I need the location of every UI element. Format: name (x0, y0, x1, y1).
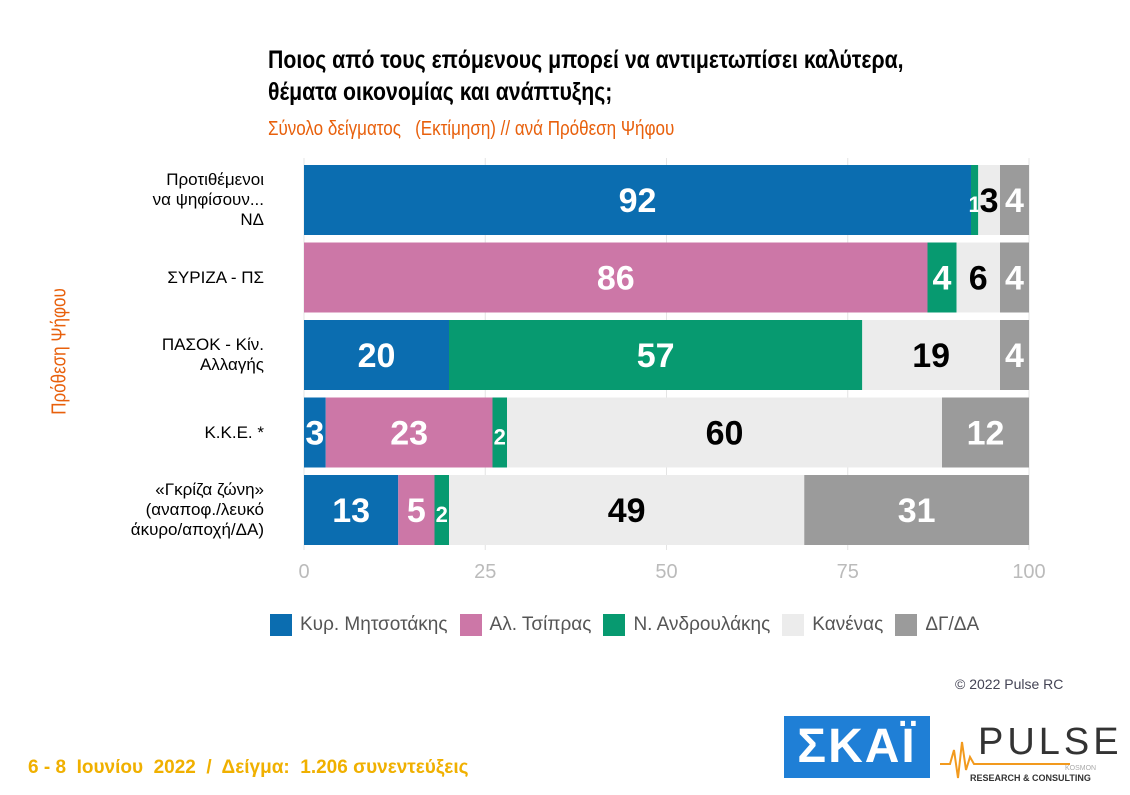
bar-segment (304, 475, 399, 545)
data-label: 6 (969, 260, 988, 298)
bar-segment (971, 165, 979, 235)
x-tick-label: 25 (474, 561, 497, 583)
bar-segment (1000, 320, 1029, 390)
bar-segment (804, 475, 1029, 545)
legend-item: ΔΓ/ΔΑ (895, 614, 979, 636)
x-tick-label: 50 (655, 561, 678, 583)
bar-segment (304, 397, 326, 468)
legend-swatch (782, 614, 805, 636)
skai-logo: ΣΚΑΪ (784, 716, 930, 778)
data-label: 92 (619, 182, 657, 220)
bar-segment (1000, 165, 1029, 235)
copyright: © 2022 Pulse RC (955, 676, 1064, 692)
data-label: 3 (305, 415, 324, 453)
bar-segment (398, 475, 435, 545)
chart-title: Ποιος από τους επόμενους μπορεί να αντιμ… (268, 46, 904, 106)
x-tick-label: 75 (836, 561, 859, 583)
legend-swatch (270, 614, 292, 636)
data-label: 19 (912, 337, 950, 375)
bar-segment (927, 242, 957, 313)
bar-segment (304, 320, 449, 390)
bar-segment (862, 320, 1000, 390)
data-label: 5 (407, 492, 426, 530)
legend-swatch (459, 614, 482, 636)
bar-segment (978, 165, 1000, 235)
legend-label: Ν. Ανδρουλάκης (633, 614, 771, 635)
data-label: 12 (967, 415, 1005, 453)
legend-label: ΔΓ/ΔΑ (925, 614, 980, 635)
category-label: Προτιθέμενοι να ψηφίσουν... ΝΔ (152, 170, 264, 229)
legend-swatch (895, 614, 918, 636)
bar-segment (942, 397, 1029, 468)
legend-label: Κυρ. Μητσοτάκης (300, 614, 448, 635)
data-label: 2 (436, 502, 448, 527)
bar-segment (507, 397, 942, 468)
pulse-logo: PULSE KOSMON RESEARCH & CONSULTING (940, 721, 1120, 783)
x-tick-label: 0 (298, 561, 310, 583)
legend-item: Κανένας (782, 614, 883, 636)
category-label: ΠΑΣΟΚ - Κίν. Αλλαγής (161, 335, 264, 374)
bar-segment (1000, 242, 1029, 313)
bar-segment (304, 242, 928, 313)
legend-swatch (603, 614, 626, 636)
data-label: 4 (933, 260, 952, 298)
svg-text:PULSE: PULSE (978, 721, 1120, 763)
bar-segment (304, 165, 971, 235)
data-label: 60 (706, 415, 744, 453)
data-label: 2 (494, 425, 506, 450)
data-label: 13 (332, 492, 370, 530)
legend-label: Κανένας (812, 614, 884, 635)
x-tick-label: 100 (1012, 561, 1046, 583)
category-label: «Γκρίζα ζώνη» (αναποφ./λευκό άκυρο/αποχή… (130, 480, 264, 539)
data-label: 3 (980, 182, 999, 220)
legend: Κυρ. Μητσοτάκης Αλ. Τσίπρας Ν. Ανδρουλάκης… (270, 614, 979, 636)
bar-segment (492, 397, 507, 468)
bar-segment (956, 242, 1000, 313)
data-label: 20 (358, 337, 396, 375)
svg-text:KOSMON: KOSMON (1065, 765, 1096, 772)
category-label: Κ.Κ.Ε. * (204, 422, 264, 442)
data-label: 4 (1005, 182, 1024, 220)
data-label: 4 (1005, 337, 1024, 375)
bar-segment (449, 475, 805, 545)
category-label: ΣΥΡΙΖΑ - ΠΣ (167, 267, 264, 287)
footer-sample-info: 6 - 8 Ιουνίου 2022 / Δείγμα: 1.206 συνεν… (28, 757, 469, 778)
bar-segment (325, 397, 493, 468)
legend-item: Αλ. Τσίπρας (459, 614, 592, 636)
legend-label: Αλ. Τσίπρας (489, 614, 592, 635)
data-label: 23 (390, 415, 428, 453)
bar-segment (449, 320, 863, 390)
legend-item: Ν. Ανδρουλάκης (603, 614, 770, 636)
legend-item: Κυρ. Μητσοτάκης (270, 614, 448, 636)
data-label: 57 (637, 337, 675, 375)
data-label: 1 (969, 192, 981, 217)
data-label: 31 (898, 492, 936, 530)
chart-subtitle: Σύνολο δείγματος (Εκτίμηση) // ανά Πρόθε… (268, 118, 675, 140)
bar-segment (434, 475, 449, 545)
svg-text:RESEARCH & CONSULTING: RESEARCH & CONSULTING (970, 773, 1091, 783)
data-label: 86 (597, 260, 635, 298)
data-label: 4 (1005, 260, 1024, 298)
data-label: 49 (608, 492, 646, 530)
